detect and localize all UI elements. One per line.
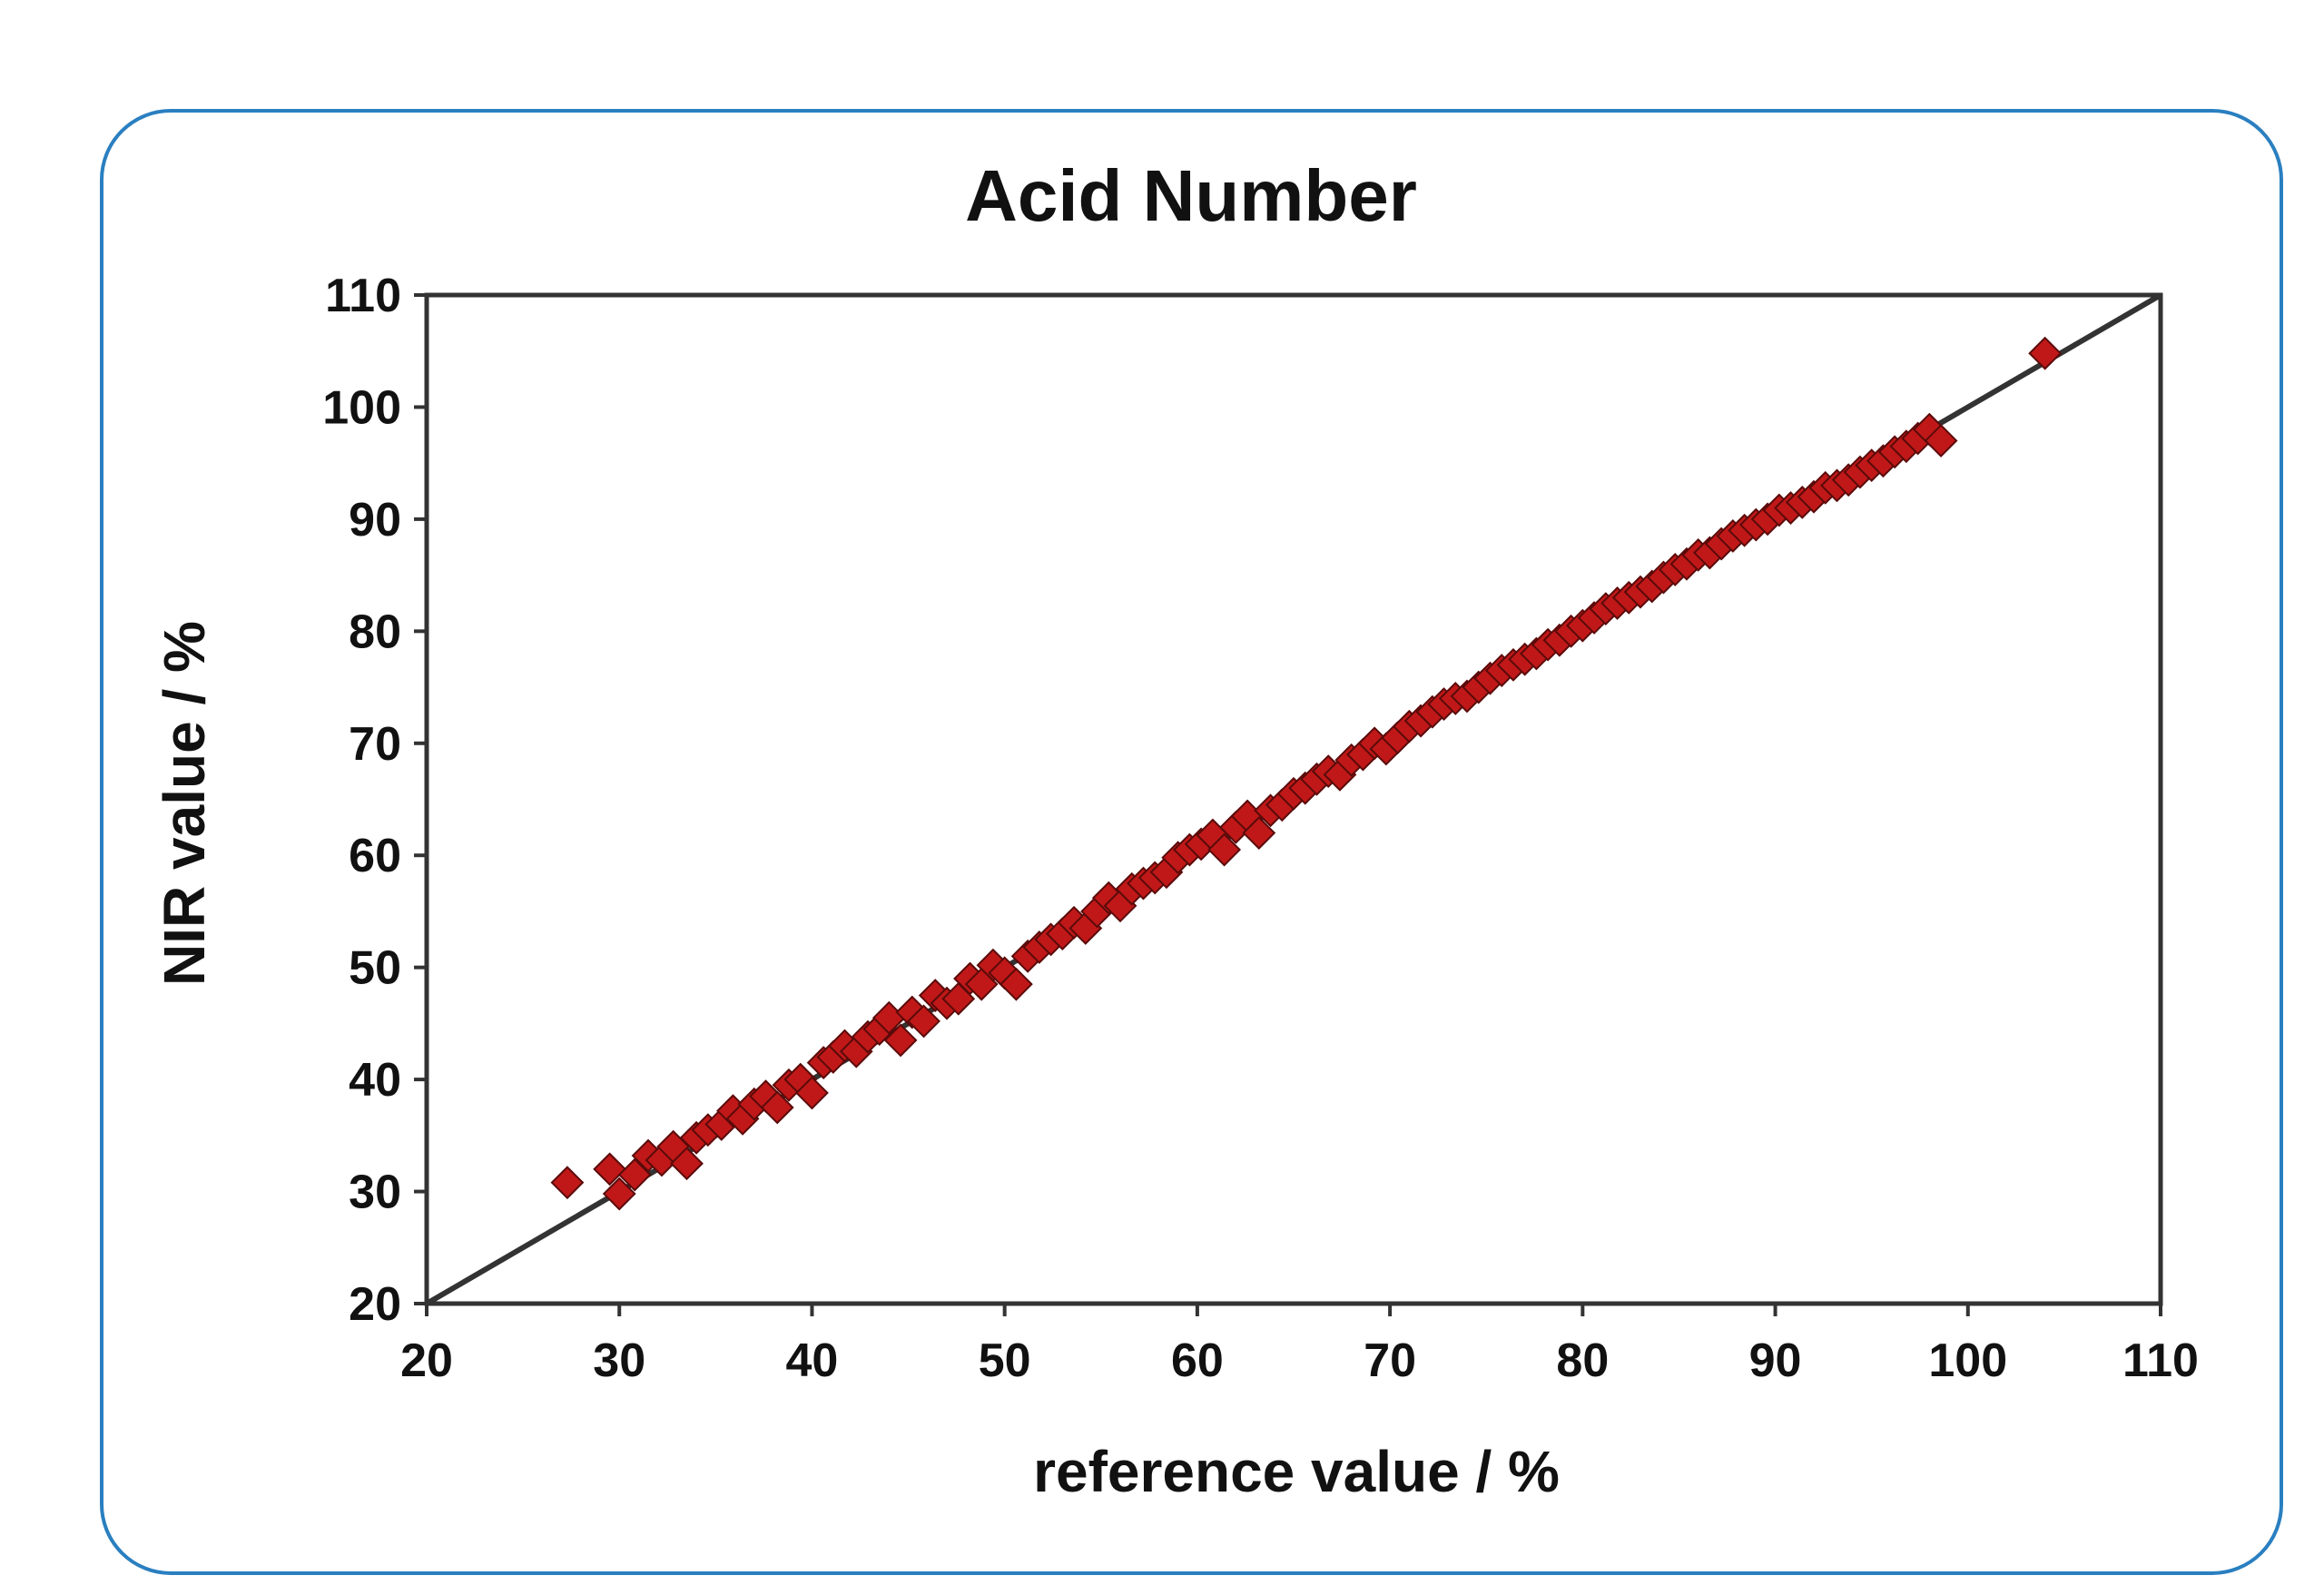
y-tick-label: 70 — [349, 718, 401, 771]
plot-border — [424, 292, 2163, 1306]
data-point — [1242, 816, 1276, 850]
chart-title: Acid Number — [965, 155, 1417, 236]
x-tick-label: 60 — [1171, 1334, 1224, 1387]
y-tick-label: 50 — [349, 942, 401, 995]
x-tick-label: 90 — [1749, 1334, 1802, 1387]
x-tick-label: 50 — [979, 1334, 1031, 1387]
x-tick-label: 100 — [1928, 1334, 2007, 1387]
y-tick-label: 30 — [349, 1167, 401, 1219]
x-tick-label: 30 — [593, 1334, 645, 1387]
x-tick-label: 110 — [2122, 1334, 2199, 1387]
data-point — [617, 1157, 652, 1192]
data-point — [602, 1177, 636, 1211]
y-tick-label: 100 — [322, 381, 401, 434]
x-axis-label: reference value / % — [1033, 1439, 1560, 1504]
data-point — [1924, 424, 1958, 458]
x-tick-label: 70 — [1364, 1334, 1416, 1387]
data-point — [593, 1152, 627, 1186]
y-tick-label: 90 — [349, 494, 401, 546]
y-tick-label: 80 — [349, 606, 401, 658]
x-tick-label: 40 — [786, 1334, 839, 1387]
chart-frame — [100, 109, 2283, 1575]
y-tick-label: 110 — [325, 270, 401, 322]
x-tick-label: 20 — [400, 1334, 453, 1387]
data-point — [795, 1076, 829, 1110]
data-point — [883, 1023, 918, 1058]
data-point — [550, 1166, 585, 1200]
data-point — [670, 1147, 704, 1181]
data-point — [2028, 336, 2063, 370]
y-tick-label: 20 — [349, 1278, 401, 1331]
data-point — [999, 967, 1033, 1001]
data-point — [760, 1090, 794, 1125]
plot-area: 20 30 40 50 60 70 80 90 100 110 20 30 40 50 60 70 80 90 10… — [322, 270, 2199, 1387]
y-tick-label: 40 — [349, 1054, 401, 1107]
y-axis-label: NIR value / % — [152, 621, 217, 986]
y-tick-label: 60 — [349, 830, 401, 882]
x-tick-label: 80 — [1556, 1334, 1609, 1387]
data-point — [1207, 832, 1242, 867]
data-point — [907, 1004, 940, 1039]
